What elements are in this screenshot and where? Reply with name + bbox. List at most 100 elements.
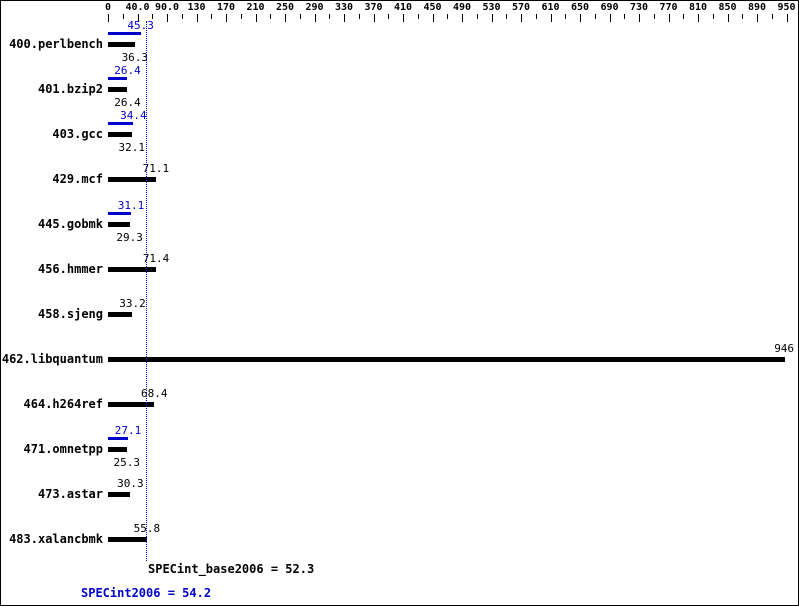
axis-tick-minor — [742, 14, 744, 19]
base-bar — [108, 42, 135, 47]
peak-value-label: 26.4 — [114, 64, 141, 77]
benchmark-label: 400.perlbench — [9, 37, 103, 51]
benchmark-label: 458.sjeng — [37, 307, 103, 321]
benchmark-label: 403.gcc — [52, 127, 103, 141]
benchmark-label: 462.libquantum — [1, 352, 103, 366]
peak-value-label: 34.4 — [120, 109, 147, 122]
axis-tick-label: 810 — [688, 2, 708, 13]
benchmark-label: 456.hmmer — [37, 262, 103, 276]
axis-tick-major — [196, 14, 198, 22]
axis-tick-minor — [122, 14, 124, 19]
axis-tick-label: 210 — [246, 2, 265, 13]
base-value-label: 71.4 — [142, 252, 170, 265]
base-value-label: 26.4 — [114, 96, 141, 109]
axis-tick-major — [255, 14, 257, 22]
base-value-label: 36.3 — [121, 51, 149, 64]
base-bar — [108, 267, 157, 272]
axis-tick-label: 650 — [570, 2, 590, 13]
peak-bar — [108, 77, 128, 80]
base-bar — [108, 132, 132, 137]
base-value-label: 25.3 — [113, 456, 140, 469]
base-value-label: 33.2 — [119, 297, 146, 310]
base-value-label: 30.3 — [117, 477, 144, 490]
axis-tick-label: 370 — [364, 2, 383, 13]
base-bar — [108, 402, 155, 407]
benchmark-label: 464.h264ref — [23, 397, 103, 411]
axis-tick-label: 850 — [718, 2, 737, 13]
axis-tick-label: 410 — [393, 2, 413, 13]
base-bar — [108, 222, 130, 227]
base-bar — [108, 537, 147, 542]
axis-tick-label: 690 — [600, 2, 619, 13]
axis-tick-minor — [152, 14, 154, 19]
benchmark-label: 401.bzip2 — [37, 82, 103, 96]
axis-tick-minor — [535, 14, 537, 19]
axis-tick-minor — [771, 14, 773, 19]
peak-value-label: 31.1 — [117, 199, 145, 212]
benchmark-label: 473.astar — [37, 487, 103, 501]
axis-tick-minor — [181, 14, 183, 19]
base-value-label: 29.3 — [116, 231, 143, 244]
axis-tick-label: 290 — [305, 2, 324, 13]
axis-tick-major — [167, 14, 168, 22]
axis-tick-major — [521, 14, 522, 22]
peak-value-label: 27.1 — [114, 424, 142, 437]
axis-tick-major — [491, 14, 493, 22]
axis-tick-major — [226, 14, 227, 22]
axis-tick-label: 730 — [629, 2, 649, 13]
peak-value-label: 45.3 — [127, 19, 154, 32]
axis-tick-minor — [624, 14, 626, 19]
base-value-label: 946 — [774, 342, 795, 355]
base-value-label: 71.1 — [142, 162, 170, 175]
axis-tick-label: 570 — [511, 2, 531, 13]
peak-bar — [108, 437, 128, 440]
axis-tick-major — [698, 14, 699, 22]
axis-tick-minor — [712, 14, 714, 19]
axis-tick-major — [550, 14, 552, 22]
benchmark-label: 471.omnetpp — [23, 442, 103, 456]
benchmark-label: 429.mcf — [52, 172, 103, 186]
benchmark-label: 483.xalancbmk — [9, 532, 103, 546]
axis-tick-minor — [653, 14, 655, 19]
axis-tick-label: 530 — [482, 2, 501, 13]
axis-tick-label: 130 — [187, 2, 206, 13]
axis-tick-major — [757, 14, 758, 22]
axis-tick-label: 610 — [541, 2, 560, 13]
axis-tick-major — [373, 14, 375, 22]
axis-tick-label: 40.0 — [125, 2, 150, 13]
axis-tick-minor — [388, 14, 390, 19]
axis-tick-minor — [594, 14, 596, 19]
axis-tick-minor — [211, 14, 213, 19]
axis-tick-major — [727, 14, 729, 22]
axis-tick-major — [639, 14, 640, 22]
axis-tick-label: 0 — [104, 2, 112, 13]
peak-bar — [108, 122, 134, 125]
axis-tick-label: 890 — [747, 2, 767, 13]
axis-tick-major — [786, 14, 788, 22]
peak-bar — [108, 32, 141, 35]
axis-tick-major — [609, 14, 611, 22]
axis-tick-minor — [683, 14, 685, 19]
base-bar — [108, 177, 156, 182]
axis-tick-minor — [329, 14, 331, 19]
axis-tick-minor — [476, 14, 478, 19]
peak-bar — [108, 212, 131, 215]
axis-tick-major — [403, 14, 404, 22]
axis-tick-major — [108, 14, 109, 22]
specint-peak-result: SPECint2006 = 54.2 — [81, 586, 212, 600]
axis-tick-label: 950 — [777, 2, 796, 13]
axis-tick-label: 490 — [452, 2, 472, 13]
axis-tick-major — [580, 14, 581, 22]
base-bar — [108, 357, 785, 362]
axis-tick-minor — [358, 14, 360, 19]
base-bar — [108, 492, 131, 497]
base-value-label: 68.4 — [141, 387, 168, 400]
base-bar — [108, 312, 133, 317]
axis-tick-major — [668, 14, 670, 22]
axis-tick-minor — [565, 14, 567, 19]
axis-tick-major — [432, 14, 434, 22]
axis-tick-label: 450 — [423, 2, 442, 13]
axis-tick-minor — [447, 14, 449, 19]
axis-tick-label: 250 — [275, 2, 295, 13]
